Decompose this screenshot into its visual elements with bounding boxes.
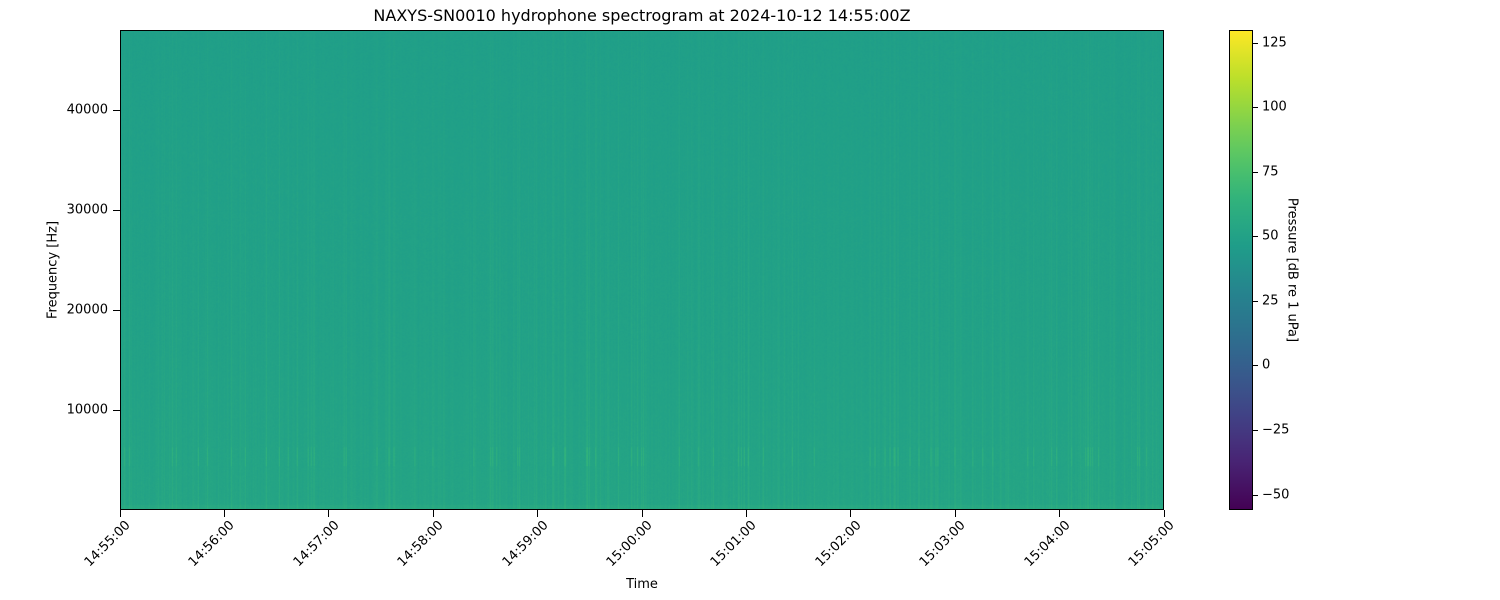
colorbar-tick <box>1253 42 1258 44</box>
colorbar-tick-label: 50 <box>1262 228 1279 244</box>
colorbar-tick-label: 0 <box>1262 357 1271 373</box>
colorbar-tick-label: 125 <box>1262 35 1287 51</box>
spectrogram-plot-area <box>120 30 1164 510</box>
x-tick <box>328 510 330 517</box>
x-tick-label: 15:01:00 <box>708 518 760 570</box>
colorbar-tick <box>1253 430 1258 431</box>
x-tick <box>432 510 434 517</box>
y-tick-label: 40000 <box>66 102 108 118</box>
y-tick <box>113 410 120 411</box>
x-tick-label: 15:00:00 <box>603 518 656 570</box>
colorbar-label: Pressure [dB re 1 uPa] <box>1284 197 1300 343</box>
x-tick <box>641 510 643 517</box>
x-tick <box>850 510 852 517</box>
x-tick <box>954 510 956 517</box>
chart-title: NAXYS-SN0010 hydrophone spectrogram at 2… <box>373 6 911 25</box>
x-tick-label: 15:05:00 <box>1125 518 1178 570</box>
colorbar-tick-label: 75 <box>1262 164 1279 180</box>
y-tick <box>113 110 120 111</box>
x-tick-label: 14:58:00 <box>394 518 447 570</box>
colorbar-tick <box>1253 494 1258 496</box>
x-tick-label: 14:55:00 <box>81 518 134 570</box>
y-tick <box>113 210 120 211</box>
spectrogram-image <box>121 31 1163 509</box>
x-tick <box>1059 510 1061 517</box>
y-tick <box>113 310 120 311</box>
y-tick-label: 10000 <box>66 402 108 418</box>
x-tick <box>1163 510 1165 517</box>
colorbar-tick <box>1253 365 1258 367</box>
colorbar-tick <box>1253 171 1258 173</box>
x-tick-label: 15:02:00 <box>812 518 865 570</box>
x-tick-label: 14:57:00 <box>290 518 343 570</box>
x-tick <box>745 510 747 517</box>
colorbar-tick-label: −25 <box>1262 422 1290 438</box>
y-tick-label: 30000 <box>66 202 108 218</box>
x-tick <box>119 510 121 517</box>
x-tick-label: 15:04:00 <box>1021 518 1074 570</box>
x-tick-label: 14:56:00 <box>186 518 238 570</box>
colorbar-tick <box>1253 236 1258 238</box>
y-axis-label: Frequency [Hz] <box>45 220 61 320</box>
x-tick <box>223 510 225 517</box>
colorbar <box>1229 30 1253 510</box>
colorbar-tick-label: 25 <box>1262 293 1279 309</box>
y-tick-label: 20000 <box>66 302 108 318</box>
x-tick-label: 14:59:00 <box>499 518 552 570</box>
x-axis-label: Time <box>626 577 658 592</box>
colorbar-tick <box>1253 107 1258 109</box>
x-tick-label: 15:03:00 <box>916 518 969 570</box>
colorbar-tick-label: −50 <box>1262 487 1290 503</box>
colorbar-tick <box>1253 300 1258 302</box>
x-tick <box>537 510 539 517</box>
colorbar-tick-label: 100 <box>1262 99 1287 115</box>
